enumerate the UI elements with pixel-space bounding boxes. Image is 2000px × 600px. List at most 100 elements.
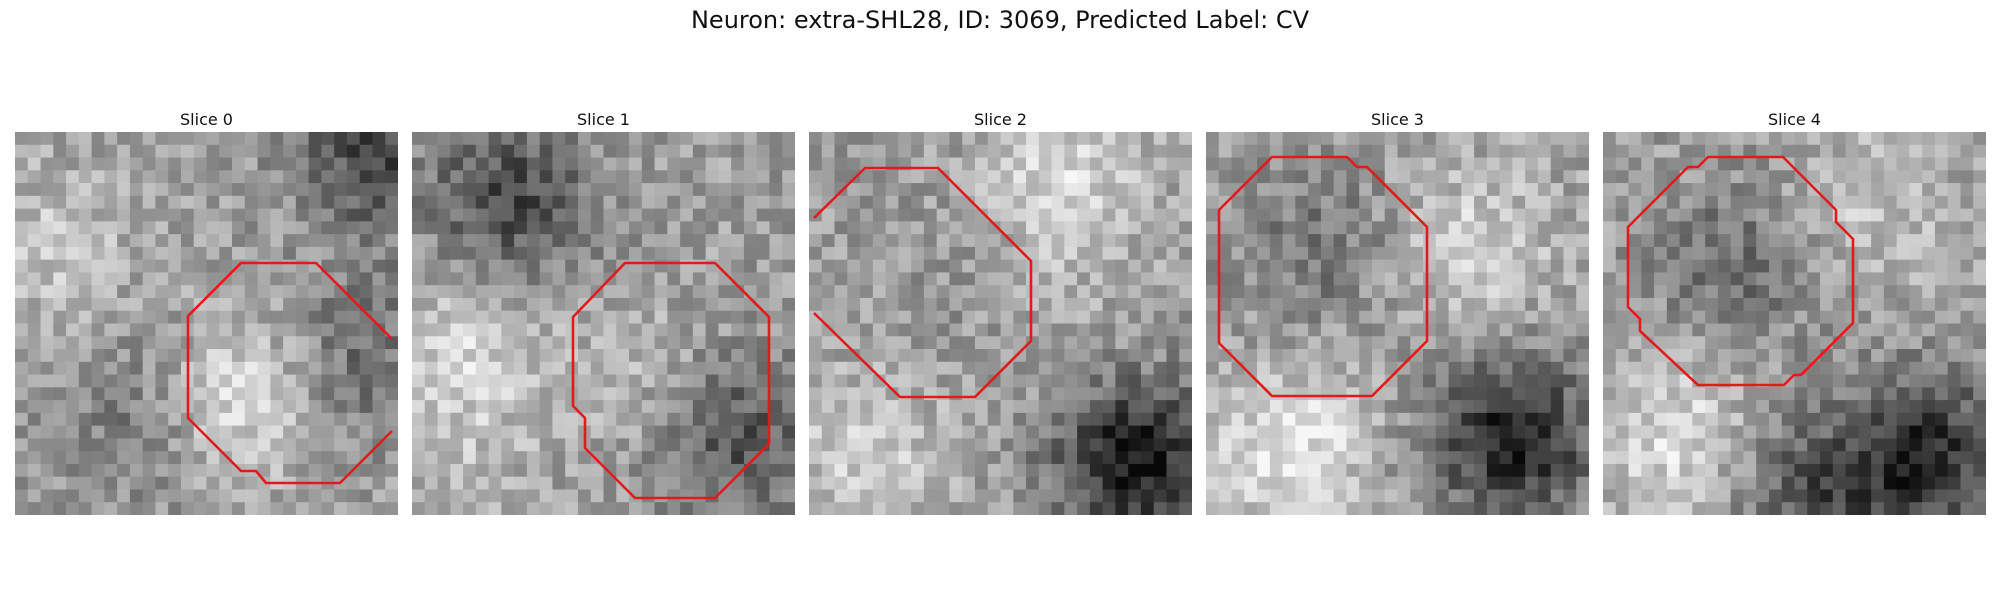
pixel bbox=[1743, 246, 1757, 261]
pixel bbox=[1269, 489, 1284, 503]
pixel bbox=[641, 183, 656, 197]
pixel bbox=[1115, 451, 1129, 465]
pixel bbox=[860, 463, 874, 478]
pixel bbox=[577, 285, 592, 299]
pixel bbox=[821, 361, 836, 376]
pixel bbox=[475, 234, 490, 248]
pixel bbox=[219, 183, 233, 197]
pixel bbox=[1166, 297, 1180, 312]
pixel bbox=[1218, 170, 1233, 184]
pixel bbox=[488, 246, 502, 261]
pixel bbox=[168, 387, 182, 401]
pixel bbox=[1654, 132, 1668, 146]
pixel bbox=[949, 246, 963, 261]
pixel bbox=[1807, 323, 1821, 337]
pixel bbox=[1717, 221, 1732, 235]
pixel bbox=[66, 451, 80, 465]
pixel bbox=[232, 425, 246, 439]
pixel bbox=[1896, 259, 1910, 274]
pixel bbox=[1140, 412, 1155, 427]
pixel bbox=[1730, 285, 1745, 299]
pixel bbox=[680, 208, 694, 222]
pixel bbox=[1115, 234, 1129, 248]
pixel bbox=[244, 451, 259, 465]
pixel bbox=[1461, 476, 1475, 491]
pixel bbox=[232, 285, 246, 299]
pixel bbox=[692, 272, 707, 286]
pixel bbox=[321, 170, 335, 184]
pixel bbox=[1743, 132, 1757, 146]
pixel bbox=[142, 387, 157, 401]
pixel bbox=[1794, 323, 1808, 337]
pixel bbox=[1295, 361, 1309, 376]
pixel bbox=[1871, 132, 1885, 146]
pixel bbox=[987, 323, 1002, 337]
pixel bbox=[860, 438, 874, 452]
pixel bbox=[1435, 400, 1450, 414]
pixel bbox=[514, 502, 528, 515]
pixel bbox=[206, 310, 220, 325]
pixel bbox=[629, 361, 643, 376]
pixel bbox=[1359, 183, 1373, 197]
pixel bbox=[475, 425, 490, 439]
pixel bbox=[1166, 412, 1180, 427]
pixel bbox=[1153, 170, 1168, 184]
pixel bbox=[1089, 451, 1104, 465]
pixel bbox=[78, 336, 93, 350]
pixel bbox=[667, 412, 681, 427]
pixel bbox=[1845, 502, 1859, 515]
pixel bbox=[463, 323, 477, 337]
pixel bbox=[1461, 374, 1475, 388]
pixel bbox=[1654, 259, 1668, 274]
pixel bbox=[1269, 144, 1284, 159]
pixel bbox=[450, 489, 464, 503]
pixel bbox=[1858, 463, 1872, 478]
pixel bbox=[847, 502, 861, 515]
pixel bbox=[1743, 438, 1757, 452]
pixel bbox=[257, 374, 271, 388]
pixel bbox=[1000, 323, 1014, 337]
pixel bbox=[180, 502, 195, 515]
pixel bbox=[27, 463, 42, 478]
pixel bbox=[244, 502, 259, 515]
pixel bbox=[117, 374, 131, 388]
pixel bbox=[1934, 285, 1949, 299]
pixel bbox=[117, 463, 131, 478]
pixel bbox=[782, 451, 795, 465]
neuron-outline bbox=[186, 261, 393, 485]
pixel bbox=[1115, 259, 1129, 274]
pixel bbox=[385, 438, 398, 452]
pixel bbox=[1960, 259, 1974, 274]
pixel bbox=[283, 272, 297, 286]
pixel bbox=[1140, 157, 1155, 171]
pixel bbox=[731, 183, 745, 197]
pixel bbox=[1641, 374, 1655, 388]
pixel bbox=[1499, 412, 1513, 427]
pixel bbox=[1781, 272, 1796, 286]
pixel bbox=[949, 387, 963, 401]
pixel bbox=[1512, 336, 1526, 350]
pixel bbox=[1359, 438, 1373, 452]
pixel bbox=[206, 157, 220, 171]
pixel bbox=[1359, 374, 1373, 388]
pixel bbox=[1832, 132, 1847, 146]
pixel bbox=[488, 183, 502, 197]
pixel bbox=[437, 438, 451, 452]
pixel bbox=[1973, 285, 1986, 299]
pixel bbox=[1102, 502, 1116, 515]
pixel bbox=[962, 374, 976, 388]
pixel bbox=[526, 349, 541, 363]
pixel bbox=[718, 144, 732, 159]
pixel bbox=[15, 144, 29, 159]
pixel bbox=[1537, 374, 1552, 388]
pixel bbox=[1666, 310, 1681, 325]
pixel bbox=[718, 259, 732, 274]
pixel bbox=[1064, 400, 1078, 414]
pixel bbox=[1346, 387, 1360, 401]
pixel bbox=[501, 272, 515, 286]
pixel bbox=[1102, 246, 1116, 261]
pixel bbox=[552, 259, 566, 274]
pixel bbox=[756, 170, 771, 184]
pixel bbox=[885, 297, 899, 312]
pixel bbox=[603, 246, 617, 261]
